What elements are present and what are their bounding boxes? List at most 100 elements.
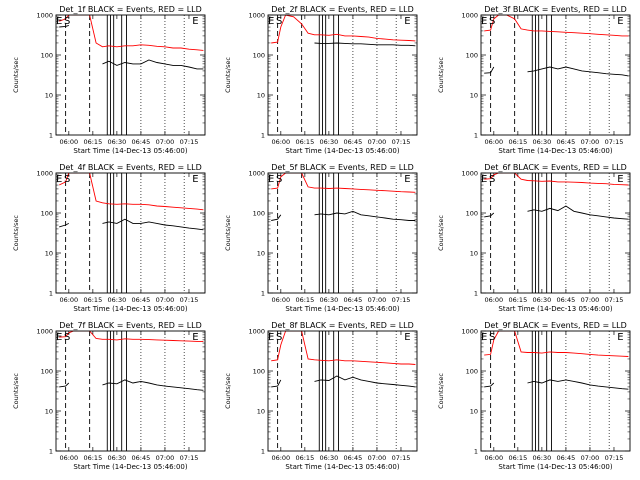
y-tick-label: 1000 — [36, 12, 53, 20]
x-tick-label: 06:45 — [557, 296, 576, 304]
events-series-line — [271, 375, 416, 388]
x-axis-label: Start Time (14-Dec-13 05:46:00) — [285, 147, 399, 155]
y-tick-label: 1 — [261, 290, 265, 298]
lld-series-line — [484, 331, 629, 357]
x-tick-label: 06:15 — [83, 454, 102, 462]
event-marker-label: S — [489, 332, 495, 343]
x-axis-label: Start Time (14-Dec-13 05:46:00) — [73, 147, 187, 155]
event-marker-label: E — [192, 332, 198, 343]
plot-frame — [267, 330, 418, 452]
lld-series-line — [59, 173, 204, 211]
y-tick-label: 100 — [41, 52, 53, 60]
event-marker-label: S — [276, 16, 282, 27]
event-marker-label: E — [617, 174, 623, 185]
lld-series-line — [484, 15, 629, 37]
x-tick-label: 07:00 — [368, 138, 387, 146]
y-tick-label: 100 — [466, 368, 478, 376]
x-tick-label: 06:00 — [271, 296, 290, 304]
lld-series-line — [271, 331, 416, 365]
x-tick-label: 07:00 — [368, 296, 387, 304]
event-marker-label: E — [268, 332, 274, 343]
y-tick-label: 1000 — [461, 170, 478, 178]
lld-series-line — [484, 173, 629, 186]
event-marker-label: E — [268, 16, 274, 27]
x-axis-label: Start Time (14-Dec-13 05:46:00) — [285, 305, 399, 313]
y-tick-label: 10 — [257, 408, 265, 416]
x-tick-label: 06:30 — [533, 454, 552, 462]
x-tick-label: 06:30 — [320, 296, 339, 304]
plot-area — [484, 331, 629, 451]
chart-panel-3: Det_3f BLACK = Events, RED = LLD Counts/s… — [437, 5, 631, 155]
y-tick-label: 1000 — [36, 328, 53, 336]
chart-title: Det_4f BLACK = Events, RED = LLD — [59, 163, 202, 172]
x-tick-label: 07:15 — [392, 138, 411, 146]
lld-series-line — [271, 15, 416, 44]
x-tick-label: 06:00 — [484, 138, 503, 146]
x-tick-label: 06:00 — [484, 454, 503, 462]
x-tick-label: 06:00 — [59, 454, 78, 462]
y-axis-label: Counts/sec — [437, 215, 445, 251]
x-tick-label: 07:15 — [392, 454, 411, 462]
x-tick-label: 06:15 — [83, 138, 102, 146]
x-tick-label: 07:00 — [156, 296, 175, 304]
event-marker-label: E — [481, 174, 487, 185]
x-tick-label: 06:45 — [132, 138, 151, 146]
chart-panel-5: Det_5f BLACK = Events, RED = LLD Counts/s… — [224, 163, 418, 313]
chart-title: Det_3f BLACK = Events, RED = LLD — [484, 5, 627, 14]
event-marker-label: S — [489, 16, 495, 27]
y-tick-label: 10 — [257, 92, 265, 100]
lld-series-line — [59, 331, 204, 342]
x-tick-label: 06:15 — [508, 296, 527, 304]
event-marker-label: E — [56, 174, 62, 185]
event-marker-label: E — [56, 332, 62, 343]
y-tick-label: 1 — [261, 132, 265, 140]
plot-frame — [480, 330, 631, 452]
event-marker-label: S — [64, 332, 70, 343]
event-marker-label: E — [404, 174, 410, 185]
plot-area — [59, 331, 204, 451]
x-tick-label: 07:00 — [581, 454, 600, 462]
y-tick-label: 1000 — [248, 328, 265, 336]
x-tick-label: 06:30 — [320, 454, 339, 462]
y-tick-label: 100 — [253, 52, 265, 60]
events-series-line — [314, 42, 416, 47]
x-tick-label: 06:45 — [557, 138, 576, 146]
y-axis-label: Counts/sec — [224, 57, 232, 93]
x-tick-label: 07:15 — [180, 296, 199, 304]
x-tick-label: 06:45 — [344, 296, 363, 304]
event-marker-label: E — [617, 332, 623, 343]
y-tick-label: 1000 — [461, 328, 478, 336]
y-tick-label: 100 — [253, 368, 265, 376]
y-tick-label: 10 — [470, 408, 478, 416]
y-tick-label: 1 — [261, 448, 265, 456]
plot-area — [59, 173, 204, 293]
x-tick-label: 06:45 — [344, 454, 363, 462]
y-tick-label: 1 — [49, 290, 53, 298]
x-tick-label: 07:00 — [156, 454, 175, 462]
event-marker-label: E — [404, 16, 410, 27]
events-series-line — [484, 205, 629, 220]
x-tick-label: 07:00 — [581, 138, 600, 146]
plot-frame — [267, 14, 418, 136]
plot-area — [59, 15, 204, 135]
chart-panel-2: Det_2f BLACK = Events, RED = LLD Counts/s… — [224, 5, 418, 155]
y-axis-label: Counts/sec — [12, 57, 20, 93]
x-tick-label: 06:30 — [533, 138, 552, 146]
x-tick-label: 07:00 — [581, 296, 600, 304]
x-tick-label: 06:30 — [108, 454, 127, 462]
chart-panel-9: Det_9f BLACK = Events, RED = LLD Counts/s… — [437, 321, 631, 471]
plot-area — [271, 331, 416, 451]
x-tick-label: 06:30 — [533, 296, 552, 304]
event-marker-label: E — [404, 332, 410, 343]
y-tick-label: 1 — [474, 290, 478, 298]
x-tick-label: 06:30 — [320, 138, 339, 146]
event-marker-label: E — [56, 16, 62, 27]
x-tick-label: 06:15 — [508, 138, 527, 146]
y-tick-label: 100 — [466, 210, 478, 218]
y-tick-label: 10 — [470, 92, 478, 100]
y-tick-label: 1000 — [461, 12, 478, 20]
chart-title: Det_9f BLACK = Events, RED = LLD — [484, 321, 627, 330]
events-series-line — [484, 66, 629, 77]
x-axis-label: Start Time (14-Dec-13 05:46:00) — [498, 305, 612, 313]
